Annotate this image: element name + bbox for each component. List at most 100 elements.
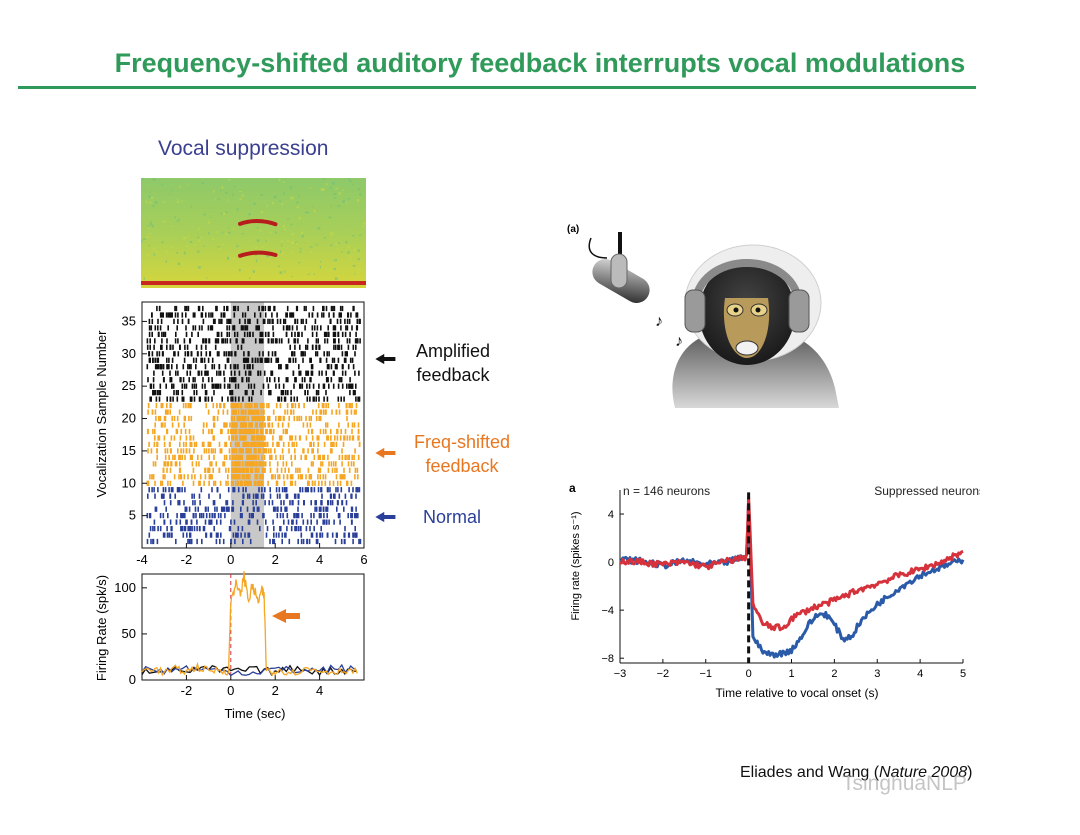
citation-close: ) <box>967 764 973 781</box>
raster-spike <box>259 526 261 532</box>
amplified-arrow: 🠘 <box>374 346 397 373</box>
raster-spike <box>241 377 243 383</box>
spectrogram-noise-speck <box>151 196 154 199</box>
raster-spike <box>230 538 232 545</box>
raster-spike <box>190 403 192 409</box>
spectrogram-noise-speck <box>363 221 366 225</box>
raster-spike <box>288 357 290 363</box>
raster-spike <box>159 390 162 396</box>
raster-spike <box>258 461 260 467</box>
raster-spike <box>323 409 325 415</box>
raster-spike <box>208 448 210 454</box>
raster-spike <box>289 500 291 506</box>
raster-spike <box>286 428 288 435</box>
arrow-left-icon <box>272 609 300 623</box>
raster-spike <box>352 435 355 441</box>
raster-spike <box>265 448 268 454</box>
raster-spike <box>286 506 288 512</box>
sup-x-tick-label: 0 <box>746 668 752 680</box>
raster-spike <box>152 461 155 467</box>
raster-y-tick-label: 10 <box>122 475 136 490</box>
raster-spike <box>294 357 297 363</box>
raster-spike <box>276 461 279 467</box>
raster-spike <box>313 526 315 532</box>
raster-spike <box>236 331 239 337</box>
raster-spike <box>311 331 314 337</box>
raster-spike <box>348 383 350 389</box>
raster-spike <box>295 526 298 532</box>
raster-spike <box>350 461 353 467</box>
raster-spike <box>282 325 285 331</box>
raster-spike <box>148 318 151 324</box>
spectrogram-noise-speck <box>262 266 264 269</box>
raster-spike <box>323 305 325 312</box>
raster-spike <box>248 454 251 460</box>
raster-spike <box>236 454 238 460</box>
raster-spike <box>223 305 225 312</box>
raster-spike <box>205 448 208 454</box>
raster-spike <box>266 403 268 409</box>
raster-spike <box>238 415 241 422</box>
raster-spike <box>292 519 294 525</box>
raster-spike <box>338 513 341 519</box>
spectrogram-noise-speck <box>303 267 306 270</box>
raster-spike <box>173 351 175 357</box>
raster-spike <box>264 305 267 312</box>
raster-spike <box>341 305 344 312</box>
raster-spike <box>315 500 317 506</box>
sup-x-tick-label: 3 <box>874 668 880 680</box>
raster-spike <box>243 331 246 337</box>
raster-spike <box>184 428 187 435</box>
spectrogram-noise-speck <box>330 244 333 246</box>
raster-spike <box>250 409 253 415</box>
raster-spike <box>311 370 314 376</box>
raster-spike <box>162 377 165 383</box>
raster-spike <box>338 312 341 318</box>
raster-spike <box>348 318 351 324</box>
raster-spike <box>249 428 251 435</box>
raster-spike <box>249 403 252 409</box>
raster-spike <box>274 474 276 480</box>
raster-spike <box>358 370 360 376</box>
raster-spike <box>336 435 339 441</box>
raster-spike <box>219 370 222 376</box>
raster-spike <box>353 409 356 415</box>
raster-spike <box>160 364 162 370</box>
raster-spike <box>257 480 260 486</box>
raster-spike <box>162 351 164 357</box>
raster-spike <box>188 364 191 370</box>
raster-spike <box>156 305 158 312</box>
raster-spike <box>245 487 247 493</box>
raster-spike <box>226 305 229 312</box>
spectrogram-noise-speck <box>236 245 239 248</box>
raster-spike <box>334 325 337 331</box>
raster-spike <box>323 403 325 409</box>
raster-spike <box>242 396 244 402</box>
raster-spike <box>216 415 219 422</box>
raster-spike <box>243 364 246 370</box>
raster-spike <box>232 305 235 312</box>
raster-spike <box>240 467 243 473</box>
raster-spike <box>212 415 215 422</box>
raster-spike <box>188 415 190 422</box>
raster-spike <box>229 318 232 324</box>
raster-spike <box>164 461 166 467</box>
raster-spike <box>194 506 197 512</box>
raster-spike <box>262 493 265 499</box>
raster-spike <box>282 513 284 519</box>
spectrogram-noise-speck <box>227 199 229 202</box>
raster-spike <box>237 364 239 370</box>
raster-spike <box>168 357 170 363</box>
raster-spike <box>183 474 186 480</box>
psth-x-tick-label: 0 <box>227 683 234 698</box>
raster-spike <box>160 480 162 486</box>
raster-spike <box>231 390 234 396</box>
raster-spike <box>185 519 187 525</box>
raster-spike <box>274 351 277 357</box>
raster-spike <box>334 493 336 499</box>
raster-spike <box>176 487 179 493</box>
spectrogram-noise-speck <box>348 255 352 258</box>
raster-spike <box>253 383 256 389</box>
raster-spike <box>308 312 310 318</box>
raster-spike <box>327 500 330 506</box>
